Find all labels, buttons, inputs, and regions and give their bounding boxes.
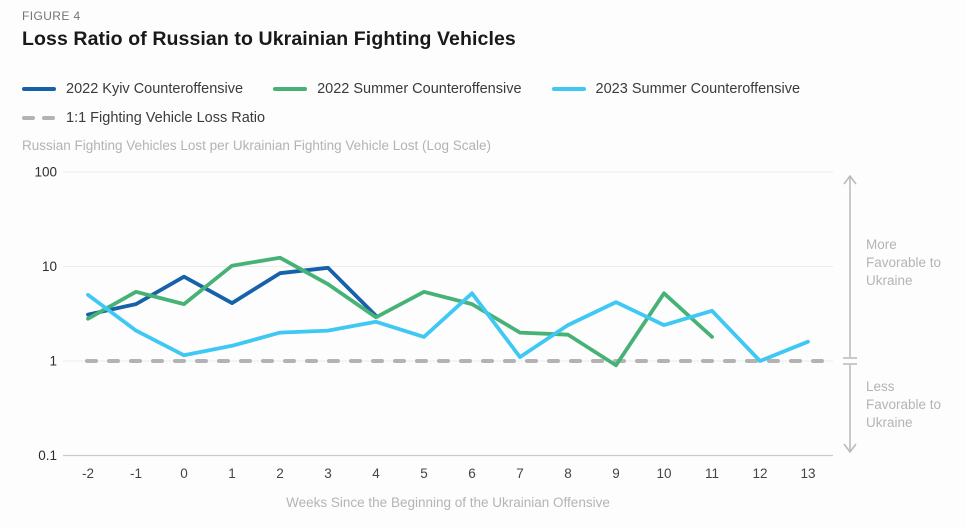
- annotation-more-favorable: More Favorable to Ukraine: [866, 237, 942, 288]
- line-swatch-icon: [273, 86, 308, 92]
- x-tick-label: 12: [752, 466, 767, 481]
- x-tick-label: 9: [612, 466, 620, 481]
- legend-item-summer-2023: 2023 Summer Counteroffensive: [551, 81, 801, 97]
- y-tick-label: 0.1: [38, 448, 57, 463]
- y-tick-label: 1: [49, 354, 57, 369]
- x-tick-label: -2: [82, 466, 94, 481]
- x-tick-label: 13: [800, 466, 815, 481]
- series-line-1: [86, 265, 378, 318]
- legend-row-2: 1:1 Fighting Vehicle Loss Ratio: [22, 110, 800, 126]
- line-swatch-icon: [551, 86, 586, 92]
- x-tick-label: 11: [705, 466, 719, 481]
- x-tick-label: 0: [180, 466, 188, 481]
- arrow-down-icon: [843, 443, 857, 454]
- dashed-line-swatch-icon: [22, 115, 56, 121]
- x-tick-label: 4: [372, 466, 380, 481]
- page-title: Loss Ratio of Russian to Ukrainian Fight…: [22, 28, 516, 50]
- series-line-2: [86, 255, 714, 368]
- y-tick-label: 100: [34, 165, 57, 180]
- legend-label: 2023 Summer Counteroffensive: [595, 81, 801, 97]
- line-swatch-icon: [22, 86, 56, 92]
- x-tick-label: 8: [564, 466, 572, 481]
- arrow-up-icon: [843, 174, 857, 185]
- x-tick-label: 10: [656, 466, 671, 481]
- x-tick-label: 6: [468, 466, 476, 481]
- y-axis-title: Russian Fighting Vehicles Lost per Ukrai…: [22, 138, 492, 153]
- legend-label: 2022 Kyiv Counteroffensive: [66, 81, 244, 97]
- x-tick-label: 7: [516, 466, 524, 481]
- chart-header: FIGURE 4 Loss Ratio of Russian to Ukrain…: [22, 9, 516, 51]
- legend: 2022 Kyiv Counteroffensive 2022 Summer C…: [22, 81, 800, 126]
- legend-label: 1:1 Fighting Vehicle Loss Ratio: [66, 110, 266, 126]
- x-tick-label: 5: [420, 466, 428, 481]
- x-tick-label: 3: [324, 466, 332, 481]
- annotation-less-favorable: Less Favorable to Ukraine: [866, 379, 942, 430]
- x-tick-label: 2: [276, 466, 284, 481]
- x-axis-title: Weeks Since the Beginning of the Ukraini…: [286, 495, 610, 510]
- x-tick-label: 1: [228, 466, 236, 481]
- legend-item-summer-2022: 2022 Summer Counteroffensive: [273, 81, 522, 97]
- y-tick-label: 10: [42, 259, 57, 274]
- legend-label: 2022 Summer Counteroffensive: [317, 81, 522, 97]
- x-tick-label: -1: [130, 466, 142, 481]
- figure-label: FIGURE 4: [22, 9, 81, 23]
- legend-item-kyiv-2022: 2022 Kyiv Counteroffensive: [22, 81, 243, 97]
- legend-row-1: 2022 Kyiv Counteroffensive 2022 Summer C…: [22, 81, 800, 97]
- series-line-3: [86, 291, 810, 363]
- legend-item-reference-ratio: 1:1 Fighting Vehicle Loss Ratio: [22, 110, 265, 126]
